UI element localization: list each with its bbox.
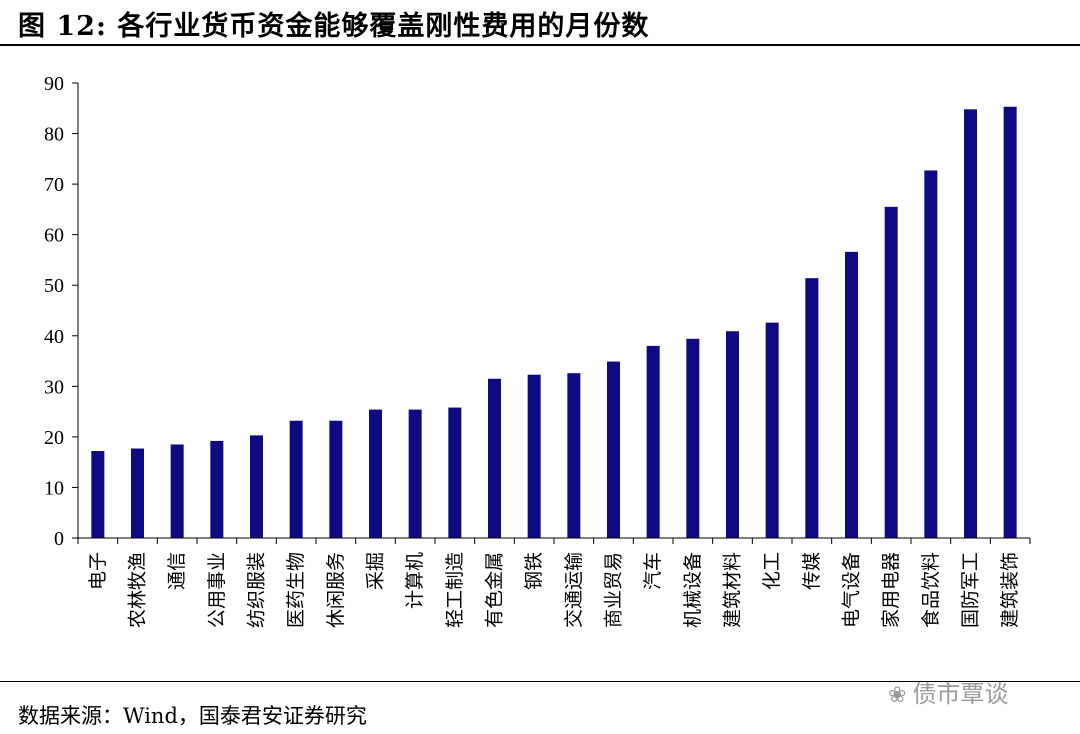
bar — [527, 374, 541, 538]
x-category-label: 农林牧渔 — [127, 552, 149, 628]
watermark-text: 债市覃谈 — [912, 680, 1009, 708]
x-category-label: 有色金属 — [484, 552, 506, 628]
y-tick-label: 80 — [44, 124, 64, 146]
x-category-label: 纺织服装 — [246, 552, 268, 628]
figure-title: 图 12: 各行业货币资金能够覆盖刚性费用的月份数 — [18, 11, 650, 42]
x-category-label: 钢铁 — [523, 552, 545, 590]
bar — [924, 170, 938, 538]
y-tick-label: 10 — [44, 477, 64, 499]
bar — [488, 378, 501, 538]
x-category-label: 建筑材料 — [722, 552, 744, 628]
watermark: ❀ 债市覃谈 — [888, 674, 1008, 709]
x-category-label: 医药生物 — [285, 552, 307, 628]
y-tick-label: 40 — [44, 326, 64, 348]
x-category-label: 休闲服务 — [325, 552, 347, 628]
x-category-label: 电子 — [87, 552, 109, 590]
bar — [964, 109, 977, 539]
bar — [250, 435, 263, 538]
x-category-label: 机械设备 — [682, 552, 704, 628]
bar — [131, 448, 144, 538]
x-category-label: 计算机 — [404, 552, 426, 609]
bar-chart: 0 10 20 30 40 50 60 70 80 90 电子 农林牧渔 通信 公用事业 纺织服装 医药生物… — [44, 73, 1031, 628]
y-axis: 0 10 20 30 40 50 60 70 80 90 — [44, 73, 79, 550]
bar — [448, 407, 462, 538]
x-category-label: 传媒 — [801, 552, 823, 590]
source-note: 数据来源：Wind，国泰君安证券研究 — [18, 704, 367, 728]
top-rule — [0, 44, 1080, 46]
bar — [289, 420, 303, 538]
bar — [567, 373, 581, 538]
bar — [805, 278, 819, 538]
y-tick-label: 0 — [54, 528, 64, 550]
y-tick-label: 70 — [44, 174, 64, 196]
x-category-label: 通信 — [166, 552, 188, 590]
bar — [329, 420, 343, 538]
x-category-label: 公用事业 — [206, 552, 228, 628]
y-tick-label: 30 — [44, 376, 64, 398]
x-axis: 电子 农林牧渔 通信 公用事业 纺织服装 医药生物 休闲服务 采掘 计算机 轻工制造 有色金属 钢铁交… — [77, 537, 1031, 628]
x-category-label: 建筑装饰 — [999, 552, 1021, 628]
bar — [686, 338, 700, 538]
y-tick-label: 20 — [44, 427, 64, 449]
bar — [607, 361, 620, 538]
x-category-label: 电气设备 — [841, 552, 863, 628]
bar — [845, 251, 858, 538]
bar — [726, 331, 739, 538]
wechat-icon: ❀ — [888, 683, 907, 708]
bar — [765, 322, 779, 538]
x-category-label: 轻工制造 — [444, 552, 466, 628]
bar — [408, 409, 422, 538]
x-category-label: 家用电器 — [880, 552, 902, 628]
bar — [170, 444, 184, 538]
x-category-label: 商业贸易 — [603, 552, 625, 628]
bar — [1003, 106, 1017, 538]
bar — [91, 451, 105, 538]
bars — [91, 106, 1017, 539]
bar — [369, 409, 382, 538]
bottom-rule — [0, 681, 1080, 682]
bar — [646, 345, 660, 538]
bar — [884, 206, 898, 538]
x-category-label: 汽车 — [642, 552, 664, 590]
x-category-label: 食品饮料 — [920, 552, 942, 628]
y-tick-label: 60 — [44, 225, 64, 247]
y-tick-label: 90 — [44, 73, 64, 95]
y-tick-label: 50 — [44, 275, 64, 297]
x-category-label: 采掘 — [365, 552, 387, 590]
bar — [210, 440, 224, 538]
x-category-label: 交通运输 — [563, 552, 585, 628]
x-category-label: 化工 — [761, 552, 783, 590]
x-category-label: 国防军工 — [960, 552, 982, 628]
